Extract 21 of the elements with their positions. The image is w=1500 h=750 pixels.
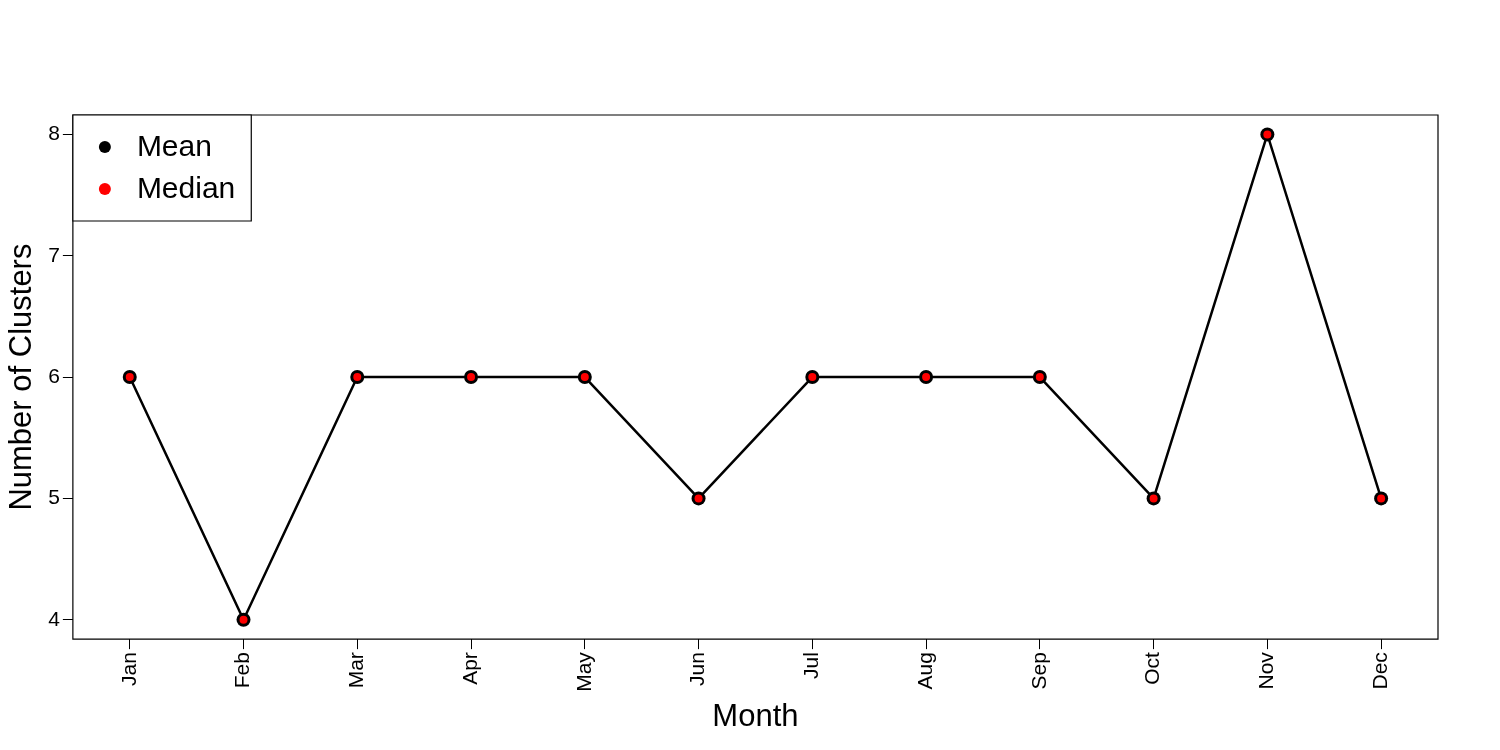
x-tick-label: Jul	[799, 652, 823, 679]
x-tick-label: Nov	[1254, 651, 1278, 690]
legend-label: Median	[136, 171, 236, 205]
x-tick-label: Jun	[685, 652, 709, 686]
y-tick-label: 6	[48, 363, 60, 387]
x-tick-label: May	[571, 651, 595, 692]
x-tick-label: Dec	[1367, 652, 1391, 690]
x-tick-label: Jan	[116, 652, 140, 686]
y-tick-label: 4	[48, 606, 61, 630]
x-tick-label: Mar	[344, 652, 368, 689]
y-tick-label: 5	[48, 485, 60, 509]
y-tick-label: 8	[48, 121, 60, 145]
x-tick-label: Oct	[1140, 651, 1164, 685]
x-tick-label: Apr	[457, 652, 481, 685]
y-axis-title: Number of Clusters	[3, 243, 39, 511]
legend-label: Mean	[136, 129, 212, 163]
x-tick-label: Aug	[912, 652, 936, 690]
x-tick-label: Feb	[230, 652, 254, 689]
x-axis-title: Month	[712, 697, 799, 733]
y-tick-label: 7	[48, 242, 60, 266]
x-tick-label: Sep	[1026, 652, 1050, 690]
